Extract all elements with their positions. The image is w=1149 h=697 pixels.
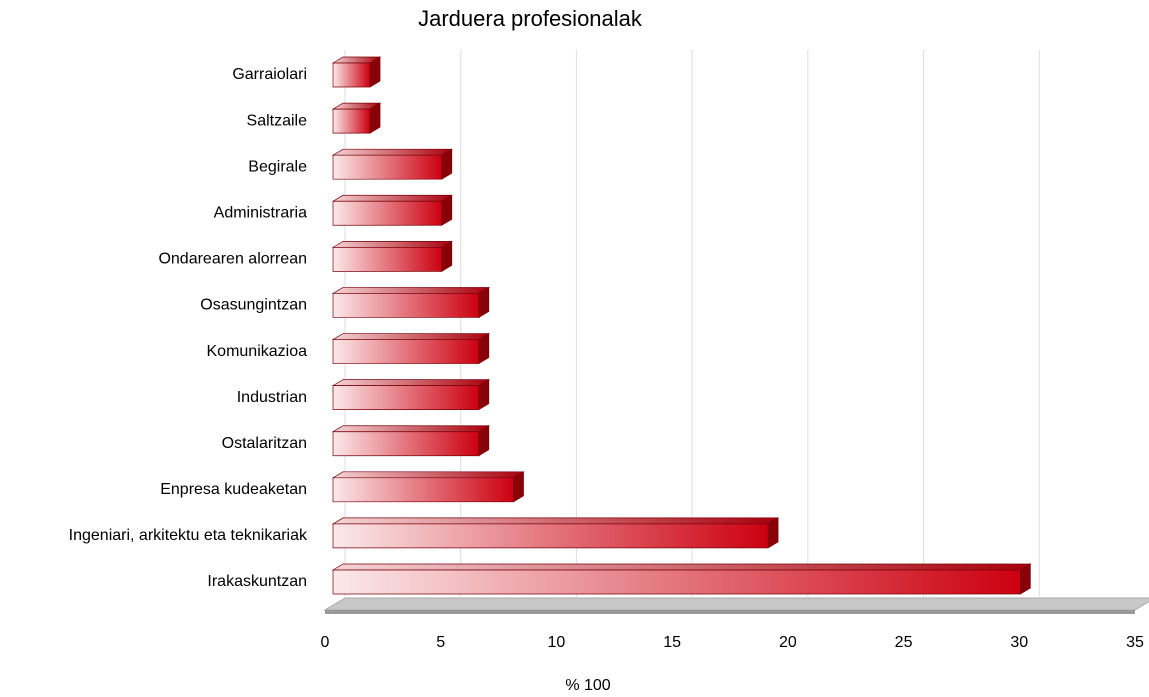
y-tick-label: Enpresa kudeaketan	[160, 481, 307, 498]
y-tick-label: Ostalaritzan	[222, 435, 307, 452]
bar-front	[332, 154, 443, 180]
bar-top	[331, 517, 780, 525]
x-tick-label: 15	[663, 634, 681, 651]
chart-title: Jarduera profesionalak	[418, 6, 643, 31]
bar	[331, 102, 382, 134]
y-tick-label: Komunikazioa	[207, 343, 308, 360]
y-tick-label: Administraria	[214, 204, 307, 221]
bar-front	[332, 477, 514, 503]
bar-front	[332, 62, 371, 88]
bar	[331, 240, 454, 272]
x-tick-label: 10	[548, 634, 566, 651]
y-tick-label: Saltzaile	[247, 112, 308, 129]
bar-top	[331, 333, 491, 340]
bar	[331, 471, 525, 503]
bar	[331, 56, 382, 88]
bar-top	[331, 379, 491, 386]
floor	[323, 597, 1149, 611]
bar	[331, 332, 491, 365]
bar	[331, 148, 454, 180]
bar	[331, 286, 491, 319]
x-tick-label: 35	[1126, 634, 1144, 651]
bar-top	[331, 148, 454, 156]
x-axis-label: % 100	[565, 677, 610, 694]
bar-front	[332, 293, 480, 318]
bar-top	[331, 287, 491, 294]
x-tick-label: 25	[895, 634, 913, 651]
bar-front	[332, 108, 371, 134]
bar-front	[332, 339, 480, 364]
bar-top	[331, 241, 454, 248]
y-tick-label: Garraiolari	[232, 66, 307, 83]
bar-front	[332, 247, 443, 272]
x-tick-label: 30	[1010, 634, 1028, 651]
bar-front	[332, 431, 480, 457]
bar	[331, 194, 454, 226]
bar-front	[332, 385, 480, 410]
x-tick-label: 5	[436, 634, 445, 651]
bar	[331, 379, 491, 411]
bar	[331, 425, 491, 457]
bar-front	[332, 523, 769, 549]
x-tick-label: 20	[779, 634, 797, 651]
bar-top	[331, 563, 1032, 571]
bar-top	[331, 425, 491, 433]
x-tick-label: 0	[321, 634, 330, 651]
floor-edge	[325, 610, 1135, 614]
y-tick-label: Begirale	[248, 158, 307, 175]
bar-front	[332, 569, 1021, 595]
y-tick-label: Ingeniari, arkitektu eta teknikariak	[69, 527, 308, 544]
y-tick-label: Osasungintzan	[200, 297, 307, 314]
bar-top	[331, 194, 454, 202]
bar	[331, 517, 780, 549]
bar-top	[331, 471, 525, 479]
bar-front	[332, 200, 443, 226]
y-tick-label: Industrian	[237, 389, 307, 406]
bar	[331, 563, 1032, 595]
y-tick-label: Ondarearen alorrean	[158, 251, 307, 268]
y-tick-label: Irakaskuntzan	[207, 573, 307, 590]
